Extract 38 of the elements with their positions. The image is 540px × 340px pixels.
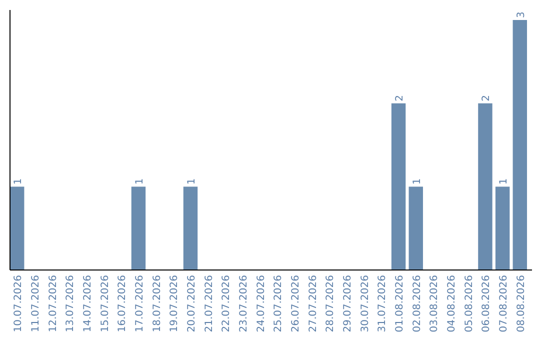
x-tick-label: 19.07.2026 [169, 275, 180, 332]
data-label: 1 [13, 178, 24, 185]
x-tick-label: 11.07.2026 [30, 275, 42, 332]
data-label: 2 [481, 94, 492, 102]
x-tick-label: 25.07.2026 [273, 275, 284, 332]
x-tick-label: 26.07.2026 [290, 275, 302, 332]
x-tick-label: 18.07.2026 [152, 275, 163, 332]
x-tick-label: 29.07.2026 [342, 275, 354, 332]
data-label: 2 [394, 94, 406, 102]
data-label: 1 [412, 178, 423, 185]
x-tick-label: 12.07.2026 [48, 275, 59, 332]
data-label: 1 [186, 178, 198, 185]
x-tick-label: 27.07.2026 [308, 275, 319, 332]
x-tick-label: 05.08.2026 [464, 275, 475, 332]
x-tick-label: 10.07.2026 [13, 275, 24, 332]
x-tick-label: 21.07.2026 [204, 275, 215, 332]
x-tick-label: 08.08.2026 [516, 275, 527, 332]
x-tick-label: 15.07.2026 [100, 275, 111, 332]
x-tick-label: 07.08.2026 [498, 275, 510, 332]
x-tick-label: 17.07.2026 [134, 275, 146, 332]
x-tick-label: 02.08.2026 [412, 275, 423, 332]
x-tick-label: 28.07.2026 [325, 275, 336, 332]
x-tick-label: 14.07.2026 [82, 275, 94, 332]
x-tick-label: 13.07.2026 [65, 275, 76, 332]
x-tick-label: 01.08.2026 [394, 275, 406, 332]
x-tick-label: 16.07.2026 [117, 275, 128, 332]
data-label: 3 [516, 12, 527, 18]
x-tick-label: 06.08.2026 [481, 275, 492, 332]
data-label: 1 [498, 178, 510, 185]
x-tick-label: 31.07.2026 [377, 275, 388, 332]
x-tick-label: 04.08.2026 [446, 275, 458, 332]
x-tick-label: 23.07.2026 [238, 275, 250, 332]
data-label: 1 [134, 178, 146, 185]
x-tick-label: 22.07.2026 [221, 275, 232, 332]
x-tick-label: 30.07.2026 [360, 275, 371, 332]
x-tick-label: 24.07.2026 [256, 275, 267, 332]
x-tick-label: 20.07.2026 [186, 275, 198, 332]
x-tick-label: 03.08.2026 [429, 275, 440, 332]
